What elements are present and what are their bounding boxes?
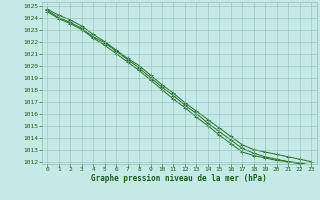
X-axis label: Graphe pression niveau de la mer (hPa): Graphe pression niveau de la mer (hPa)	[91, 174, 267, 183]
